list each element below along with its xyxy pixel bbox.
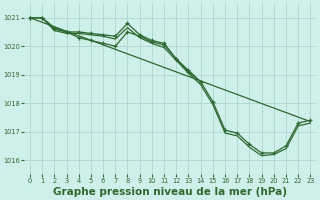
X-axis label: Graphe pression niveau de la mer (hPa): Graphe pression niveau de la mer (hPa) bbox=[53, 187, 287, 197]
